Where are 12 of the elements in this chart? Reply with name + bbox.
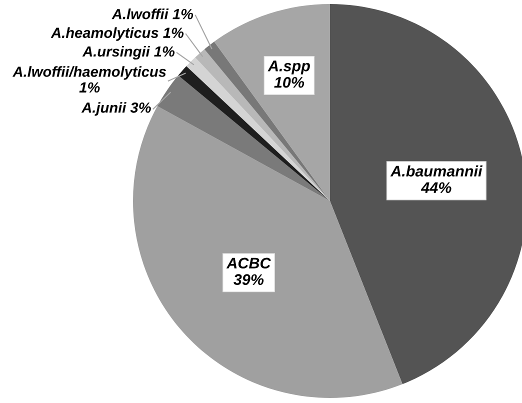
- slice-label: A.junii 3%: [81, 102, 151, 116]
- slice-label: A.lwoffii 1%: [112, 8, 194, 20]
- data-label: 39%: [234, 274, 264, 285]
- data-label: 10%: [274, 76, 304, 88]
- data-label: 1%: [79, 82, 100, 93]
- slice-label: A.ursingii 1%: [82, 46, 175, 60]
- slice-label: A.heamolyticus 1%: [50, 27, 184, 41]
- slice-label: ACBC: [226, 258, 271, 269]
- slice-label: A.lwoffii/haemolyticus: [12, 66, 166, 80]
- slice-label: A.baumannii: [390, 165, 483, 177]
- slice-label: A.spp: [268, 60, 310, 74]
- data-label: 44%: [420, 182, 452, 193]
